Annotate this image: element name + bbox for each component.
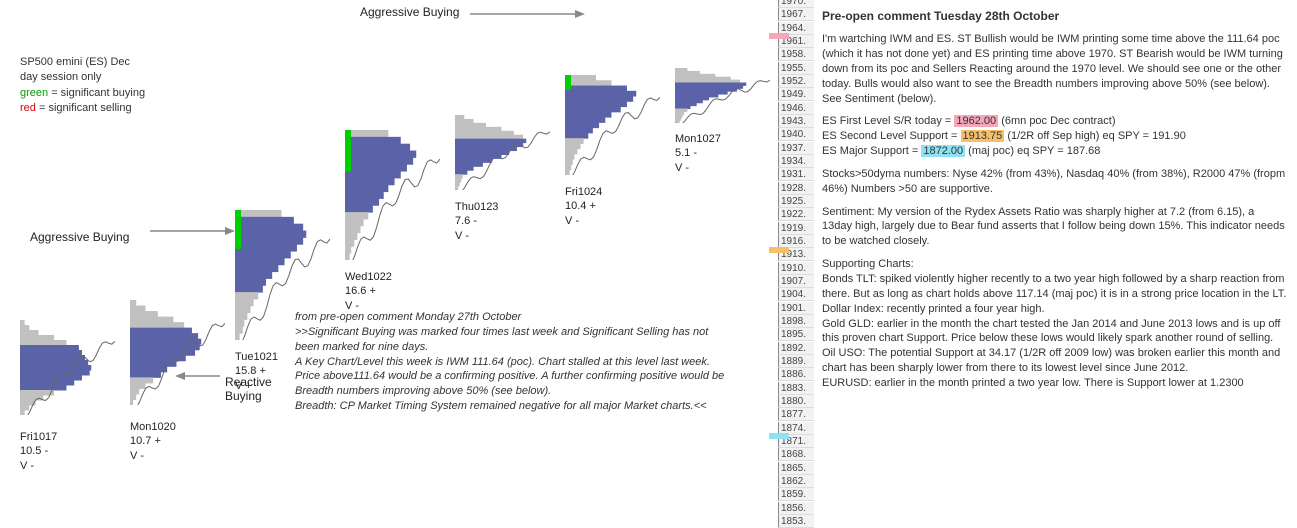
page-title: Pre-open comment Tuesday 28th October	[822, 8, 1287, 24]
session-label-Fri1017: Fri101710.5 -V -	[20, 430, 57, 473]
arrow-icon	[150, 225, 240, 243]
ytick: 1865.	[778, 462, 814, 475]
ytick: 1928.	[778, 182, 814, 195]
session-label-Tue1021: Tue102115.8 +V +	[235, 350, 278, 393]
ytick: 1919.	[778, 222, 814, 235]
price-marker	[769, 433, 789, 439]
ytick: 1967.	[778, 8, 814, 21]
ytick: 1880.	[778, 395, 814, 408]
hl-orange: 1913.75	[961, 130, 1005, 142]
hl-cyan: 1872.00	[921, 145, 965, 157]
ytick: 1886.	[778, 368, 814, 381]
ytick: 1946.	[778, 102, 814, 115]
session-label-Mon1020: Mon102010.7 +V -	[130, 420, 176, 463]
arrow-icon	[470, 8, 590, 26]
chart-legend: SP500 emini (ES) Dec day session only gr…	[20, 55, 145, 117]
ytick: 1856.	[778, 502, 814, 515]
ytick: 1895.	[778, 328, 814, 341]
inline-commentary: from pre-open comment Monday 27th Octobe…	[295, 310, 725, 414]
sr-level-1: ES First Level S/R today = 1962.00 (6mn …	[822, 114, 1287, 159]
market-profile-Mon1020	[130, 300, 225, 405]
commentary-panel: Pre-open comment Tuesday 28th October I'…	[822, 8, 1287, 399]
session-label-Fri1024: Fri102410.4 +V -	[565, 185, 602, 228]
inline-l1: from pre-open comment Monday 27th Octobe…	[295, 310, 725, 325]
market-profile-Thu0123	[455, 115, 550, 190]
market-profile-Fri1024	[565, 75, 660, 175]
session-label-Wed1022: Wed102216.6 +V -	[345, 270, 392, 313]
ytick: 1949.	[778, 88, 814, 101]
market-profile-Mon1027	[675, 68, 770, 123]
ytick: 1925.	[778, 195, 814, 208]
market-profile-Wed1022	[345, 130, 440, 260]
session-label-Thu0123: Thu01237.6 -V -	[455, 200, 498, 243]
inline-l4: Breadth: CP Market Timing System remaine…	[295, 399, 725, 414]
ytick: 1952.	[778, 75, 814, 88]
ytick: 1970.	[778, 0, 814, 8]
inline-l3: A Key Chart/Level this week is IWM 111.6…	[295, 355, 725, 400]
ytick: 1904.	[778, 288, 814, 301]
ytick: 1901.	[778, 302, 814, 315]
ytick: 1898.	[778, 315, 814, 328]
supporting-charts: Supporting Charts: Bonds TLT: spiked vio…	[822, 257, 1287, 391]
market-profile-Fri1017	[20, 320, 115, 415]
price-marker	[769, 33, 789, 39]
ytick: 1883.	[778, 382, 814, 395]
price-axis: 1970.1967.1964.1961.1958.1955.1952.1949.…	[778, 0, 814, 521]
ytick: 1877.	[778, 408, 814, 421]
ytick: 1955.	[778, 62, 814, 75]
paragraph-breadth: Stocks>50dyma numbers: Nyse 42% (from 43…	[822, 167, 1287, 197]
annotation-aggressive-buying-left: Aggressive Buying	[30, 230, 129, 244]
ytick: 1862.	[778, 475, 814, 488]
paragraph-intro: I'm wartching IWM and ES. ST Bullish wou…	[822, 32, 1287, 106]
paragraph-sentiment: Sentiment: My version of the Rydex Asset…	[822, 205, 1287, 250]
ytick: 1889.	[778, 355, 814, 368]
price-marker	[769, 247, 789, 253]
ytick: 1940.	[778, 128, 814, 141]
ytick: 1892.	[778, 342, 814, 355]
legend-red: red = significant selling	[20, 101, 145, 116]
ytick: 1958.	[778, 48, 814, 61]
legend-green: green = significant buying	[20, 86, 145, 101]
ytick: 1931.	[778, 168, 814, 181]
legend-line1: SP500 emini (ES) Dec	[20, 55, 145, 70]
session-label-Mon1027: Mon10275.1 -V -	[675, 132, 721, 175]
ytick: 1922.	[778, 208, 814, 221]
ytick: 1853.	[778, 515, 814, 528]
ytick: 1934.	[778, 155, 814, 168]
legend-line2: day session only	[20, 70, 145, 85]
chart-area: SP500 emini (ES) Dec day session only gr…	[0, 0, 780, 516]
ytick: 1937.	[778, 142, 814, 155]
ytick: 1868.	[778, 448, 814, 461]
ytick: 1943.	[778, 115, 814, 128]
inline-l2: >>Significant Buying was marked four tim…	[295, 325, 725, 355]
ytick: 1910.	[778, 262, 814, 275]
ytick: 1907.	[778, 275, 814, 288]
annotation-aggressive-buying-top: Aggressive Buying	[360, 5, 459, 19]
hl-pink: 1962.00	[954, 115, 998, 127]
ytick: 1859.	[778, 488, 814, 501]
